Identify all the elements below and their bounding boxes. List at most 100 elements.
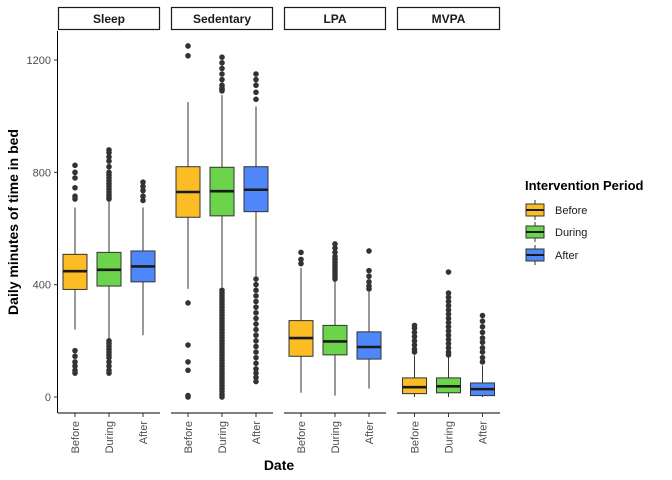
outlier-point [140,179,146,185]
outlier-point [253,343,259,350]
outlier-point [479,318,486,324]
outlier-point [479,339,486,346]
facet-panel-sleep: Sleep Before During After [57,6,161,453]
outlier-point [253,360,259,367]
outlier-point [366,248,372,254]
outlier-point [72,162,78,169]
x-tick-label: During [104,421,116,453]
x-tick-label: Before [183,421,195,453]
facet-strip-label: Sedentary [193,12,251,26]
box-before [175,43,201,400]
box-after [243,71,269,385]
legend: Intervention Period Before During After [525,178,644,265]
outlier-point [185,43,191,49]
outlier-point [253,276,259,282]
outlier-point [219,76,225,83]
outlier-point [219,60,225,66]
outlier-point [445,345,452,351]
outlier-point [479,354,486,361]
outlier-point [366,273,372,280]
outlier-point [106,370,112,376]
x-tick-label: After [251,421,263,445]
outlier-point [219,88,225,94]
outlier-point [253,321,259,327]
outlier-point [411,342,418,348]
outlier-point [185,52,191,59]
outlier-point [298,260,304,267]
outlier-point [479,345,486,351]
outlier-point [219,65,225,72]
outlier-point [253,304,259,310]
y-tick-label: 400 [33,280,51,292]
outlier-point [253,370,259,376]
outlier-point [253,326,259,333]
outlier-point [185,300,191,306]
outlier-point [72,370,78,376]
outlier-point [185,367,191,374]
outlier-point [253,354,259,361]
outlier-point [445,302,452,309]
facet-strip [396,6,501,31]
outlier-point [445,328,452,334]
outlier-point [253,71,259,77]
box-during [96,147,122,376]
facet-strip-label: LPA [323,12,346,26]
outlier-point [253,349,259,355]
outlier-point [332,241,338,247]
outlier-point [411,349,418,355]
outlier-point [253,287,259,294]
outlier-point [185,394,191,400]
outlier-point [185,342,191,348]
outlier-point [106,354,112,361]
outlier-point [479,323,486,330]
x-tick-label: During [444,421,456,453]
outlier-point [479,312,486,319]
facet-panel-sedentary: Sedentary Before During After [170,6,274,453]
outlier-point [366,286,372,292]
outlier-point [253,89,259,96]
box-after [356,248,382,389]
box-during [209,54,235,400]
outlier-point [253,309,259,316]
box-before [62,162,88,376]
x-tick-label: During [217,421,229,453]
outlier-point [219,71,225,77]
outlier-point [411,329,418,336]
x-tick-label: Before [70,421,82,453]
outlier-point [366,279,372,285]
outlier-point [106,163,112,170]
y-tick-label: 1200 [27,55,51,67]
outlier-point [298,256,304,263]
outlier-point [72,169,78,176]
outlier-point [445,294,452,301]
outlier-point [72,353,78,360]
outlier-point [253,332,259,339]
legend-title: Intervention Period [525,178,644,193]
legend-label-before: Before [555,205,587,217]
outlier-point [106,158,112,164]
x-tick-label: During [330,421,342,453]
outlier-point [72,347,78,354]
outlier-point [332,245,338,251]
box-iqr [356,331,382,360]
outlier-point [140,183,146,190]
outlier-point [106,363,112,369]
x-tick-label: Before [410,421,422,453]
box-during [436,269,461,397]
outlier-point [72,196,78,202]
outlier-point [445,319,452,326]
box-during [322,241,348,396]
outlier-point [253,82,259,89]
x-tick-label: Before [296,421,308,453]
outlier-point [445,332,452,339]
box-iqr [402,377,427,395]
outlier-point [253,378,259,385]
outlier-point [445,290,452,296]
y-tick-label: 800 [33,167,51,179]
outlier-point [445,298,452,305]
outlier-point [411,325,418,331]
x-axis-title: Date [264,457,295,473]
outlier-point [411,338,418,344]
facet-panels: Sleep Before During After Sedentary Before Dur… [57,6,501,453]
